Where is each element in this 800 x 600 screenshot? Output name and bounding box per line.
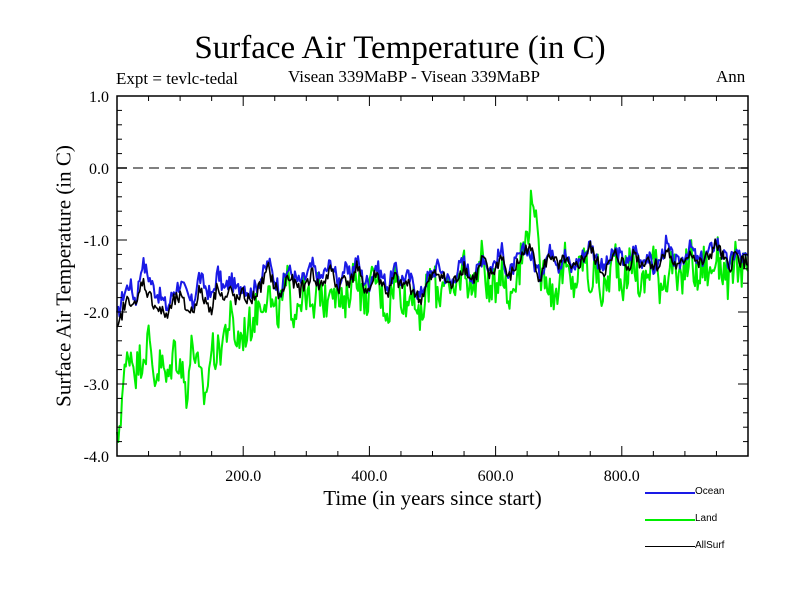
x-tick-label: 400.0 [351, 468, 387, 485]
series-line-allsurf [116, 238, 749, 328]
series-layer [116, 167, 749, 443]
legend-label-ocean: Ocean [695, 486, 725, 497]
legend-swatch-allsurf [645, 546, 695, 547]
y-tick-label: 1.0 [89, 89, 109, 106]
legend-label-land: Land [695, 513, 718, 524]
y-tick-label: -1.0 [84, 233, 109, 250]
season-label: Ann [716, 67, 746, 86]
y-tick-label: -2.0 [84, 305, 109, 322]
legend-label-allsurf: AllSurf [695, 540, 725, 551]
experiment-label: Expt = tevlc-tedal [116, 69, 238, 88]
y-tick-label: -4.0 [84, 449, 109, 466]
x-tick-label: 800.0 [604, 468, 640, 485]
x-tick-label: 200.0 [225, 468, 261, 485]
chart-subtitle: Visean 339MaBP - Visean 339MaBP [288, 67, 541, 86]
legend-swatch-land [645, 519, 695, 521]
axes-layer: 200.0 400.0 600.0 800.0 1.0 0.0 -1.0 -2.0 -3.0 -4… [84, 89, 749, 485]
legend-swatch-ocean [645, 492, 695, 494]
series-line-land [116, 189, 749, 443]
y-tick-label: -3.0 [84, 377, 109, 394]
x-axis-label: Time (in years since start) [323, 486, 542, 510]
x-tick-label: 600.0 [478, 468, 514, 485]
y-tick-label: 0.0 [89, 161, 109, 178]
chart-title: Surface Air Temperature (in C) [194, 30, 606, 66]
